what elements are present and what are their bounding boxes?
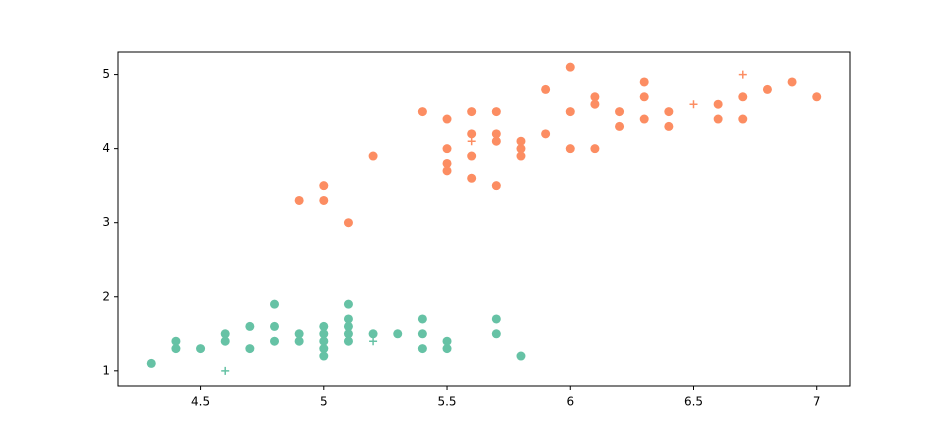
scatter-point — [319, 195, 329, 205]
scatter-point — [615, 121, 625, 131]
scatter-point — [442, 344, 452, 354]
scatter-point — [368, 329, 378, 339]
scatter-point — [220, 329, 230, 339]
plus-point — [221, 366, 230, 375]
scatter-point — [590, 99, 600, 109]
scatter-point — [171, 336, 181, 346]
scatter-point — [639, 114, 649, 124]
scatter-point — [541, 84, 551, 94]
scatter-point — [245, 344, 255, 354]
scatter-point — [713, 114, 723, 124]
scatter-point — [491, 136, 501, 146]
scatter-point — [491, 107, 501, 117]
scatter-point — [516, 151, 526, 161]
scatter-point — [664, 107, 674, 117]
scatter-point — [491, 129, 501, 139]
scatter-point — [319, 321, 329, 331]
x-tick-label: 4.5 — [191, 395, 210, 409]
scatter-point — [171, 344, 181, 354]
scatter-point — [146, 358, 156, 368]
scatter-point — [319, 336, 329, 346]
scatter-point — [442, 166, 452, 176]
scatter-point — [738, 114, 748, 124]
scatter-point — [343, 299, 353, 309]
x-tick-label: 5 — [320, 395, 328, 409]
axes-frame — [117, 51, 851, 387]
scatter-point — [245, 321, 255, 331]
scatter-point — [196, 344, 206, 354]
scatter-point — [467, 173, 477, 183]
scatter-point — [319, 344, 329, 354]
scatter-point — [516, 136, 526, 146]
scatter-point — [220, 336, 230, 346]
scatter-point — [270, 336, 280, 346]
y-tick-label: 3 — [102, 215, 110, 229]
scatter-point — [812, 92, 822, 102]
scatter-point — [664, 121, 674, 131]
scatter-point — [467, 129, 477, 139]
scatter-point — [639, 77, 649, 87]
scatter-point — [590, 92, 600, 102]
scatter-point — [565, 62, 575, 72]
scatter-point — [762, 84, 772, 94]
scatter-point — [270, 299, 280, 309]
scatter-point — [393, 329, 403, 339]
scatter-point — [417, 344, 427, 354]
scatter-point — [417, 314, 427, 324]
scatter-point — [270, 321, 280, 331]
plus-point — [738, 70, 747, 79]
scatter-point — [541, 129, 551, 139]
scatter-point — [491, 314, 501, 324]
y-tick-label: 4 — [102, 141, 110, 155]
scatter-point — [516, 144, 526, 154]
scatter-point — [565, 107, 575, 117]
scatter-point — [491, 329, 501, 339]
scatter-point — [442, 158, 452, 168]
scatter-point — [294, 329, 304, 339]
scatter-point — [491, 181, 501, 191]
scatter-point — [417, 329, 427, 339]
x-tick-label: 6.5 — [684, 395, 703, 409]
scatter-point — [639, 92, 649, 102]
scatter-point — [713, 99, 723, 109]
scatter-point — [442, 336, 452, 346]
scatter-point — [738, 92, 748, 102]
scatter-point — [442, 144, 452, 154]
scatter-point — [343, 336, 353, 346]
scatter-point — [294, 336, 304, 346]
scatter-point — [343, 218, 353, 228]
scatter-point — [442, 114, 452, 124]
scatter-point — [565, 144, 575, 154]
y-tick-label: 2 — [102, 289, 110, 303]
scatter-point — [319, 181, 329, 191]
scatter-point — [343, 329, 353, 339]
scatter-point — [467, 107, 477, 117]
x-tick-label: 7 — [813, 395, 821, 409]
scatter-point — [319, 351, 329, 361]
scatter-point — [615, 107, 625, 117]
plus-point — [369, 337, 378, 346]
scatter-point — [417, 107, 427, 117]
scatter-point — [590, 144, 600, 154]
scatter-point — [516, 351, 526, 361]
y-tick-label: 5 — [102, 67, 110, 81]
scatter-point — [467, 151, 477, 161]
plus-point — [467, 137, 476, 146]
plus-point — [689, 100, 698, 109]
scatter-point — [319, 329, 329, 339]
scatter-point — [294, 195, 304, 205]
x-tick-label: 5.5 — [437, 395, 456, 409]
scatter-point — [343, 314, 353, 324]
y-tick-label: 1 — [102, 363, 110, 377]
scatter-point — [787, 77, 797, 87]
x-tick-label: 6 — [566, 395, 574, 409]
scatter-point — [343, 321, 353, 331]
scatter-point — [368, 151, 378, 161]
